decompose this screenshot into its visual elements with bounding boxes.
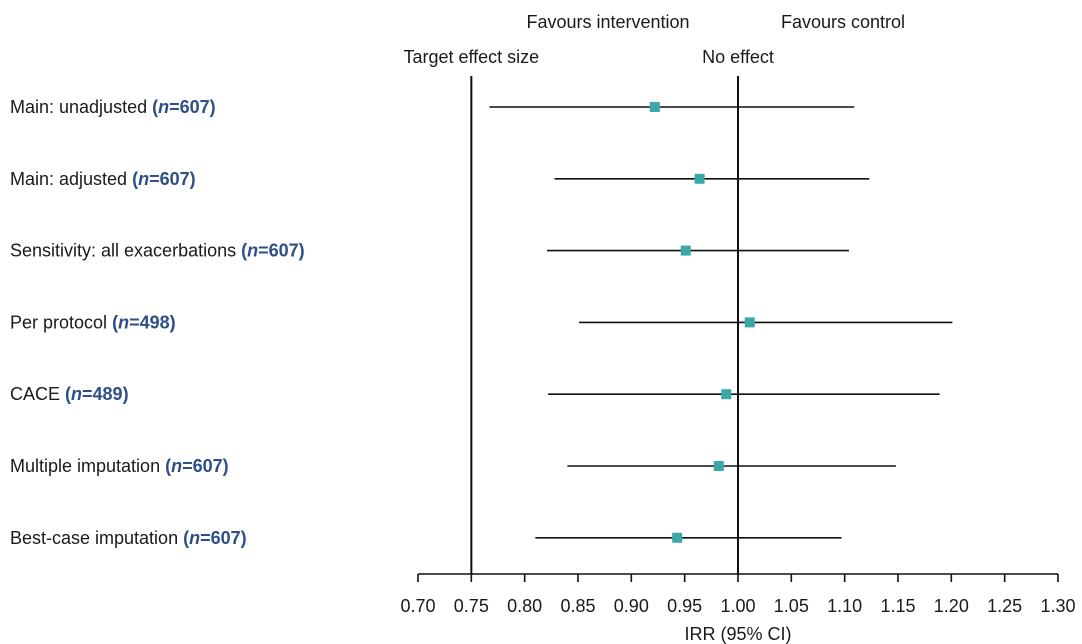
row-label: Per protocol (n=498): [10, 312, 176, 332]
x-tick-label: 1.20: [934, 596, 969, 616]
point-estimate: [649, 102, 660, 112]
row-label: Best-case imputation (n=607): [10, 528, 247, 548]
row-n: (n=607): [241, 241, 305, 261]
x-tick-label: 1.05: [774, 596, 809, 616]
x-tick-label: 1.10: [827, 596, 862, 616]
row-n: (n=607): [183, 528, 247, 548]
x-tick-label: 0.75: [454, 596, 489, 616]
favours-control-label: Favours control: [781, 12, 905, 32]
row-label: Sensitivity: all exacerbations (n=607): [10, 241, 305, 261]
x-tick-label: 1.25: [987, 596, 1022, 616]
point-estimate: [713, 461, 724, 471]
x-tick-label: 0.80: [507, 596, 542, 616]
row-n: (n=607): [132, 169, 196, 189]
row-label: Main: unadjusted (n=607): [10, 97, 216, 117]
favours-intervention-label: Favours intervention: [526, 12, 689, 32]
x-tick-label: 1.15: [880, 596, 915, 616]
point-estimate: [721, 389, 732, 400]
reference-label-0: Target effect size: [403, 47, 539, 67]
forest-row: Per protocol (n=498): [10, 312, 953, 332]
x-axis-label: IRR (95% CI): [684, 624, 791, 644]
x-tick-label: 0.85: [560, 596, 595, 616]
forest-row: Sensitivity: all exacerbations (n=607): [10, 241, 849, 261]
reference-label-1: No effect: [702, 47, 774, 67]
forest-row: Main: adjusted (n=607): [10, 169, 870, 189]
x-tick-label: 0.95: [667, 596, 702, 616]
point-estimate: [694, 173, 705, 184]
forest-row: CACE (n=489): [10, 384, 940, 404]
row-n: (n=607): [165, 456, 229, 476]
forest-row: Multiple imputation (n=607): [10, 456, 896, 476]
x-tick-label: 0.70: [400, 596, 435, 616]
forest-row: Best-case imputation (n=607): [10, 528, 842, 548]
x-tick-label: 1.00: [720, 596, 755, 616]
row-n: (n=607): [152, 97, 216, 117]
point-estimate: [744, 317, 755, 328]
row-n: (n=498): [112, 312, 176, 332]
point-estimate: [672, 532, 683, 543]
x-tick-label: 1.30: [1040, 596, 1075, 616]
forest-row: Main: unadjusted (n=607): [10, 97, 855, 117]
row-label: Main: adjusted (n=607): [10, 169, 196, 189]
row-label: Multiple imputation (n=607): [10, 456, 229, 476]
x-tick-label: 0.90: [614, 596, 649, 616]
row-label: CACE (n=489): [10, 384, 129, 404]
row-n: (n=489): [65, 384, 129, 404]
point-estimate: [680, 245, 691, 256]
